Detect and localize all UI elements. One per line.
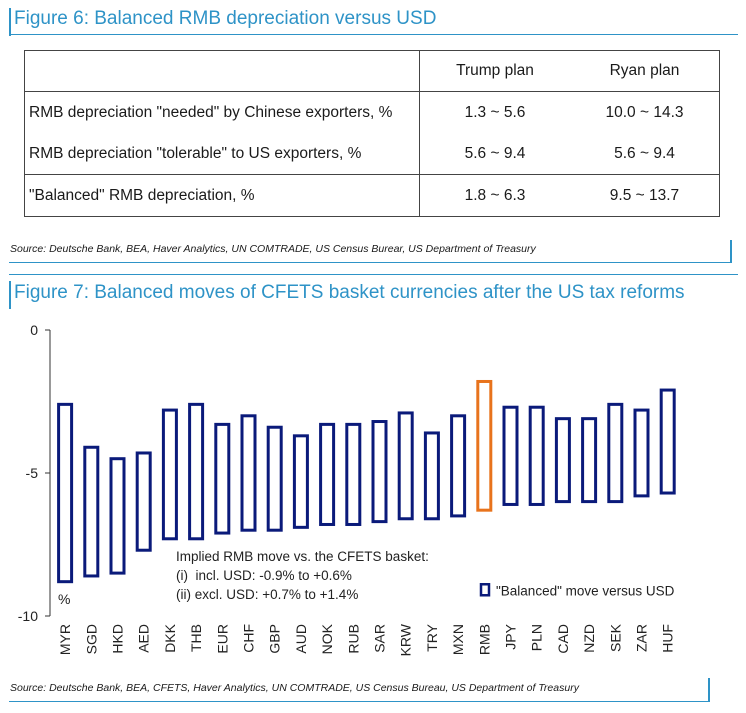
chart-x-labels: MYR SGD HKD AED DKK THB EUR CHF GBP AUD NOK RUB SAR K… — [57, 623, 676, 656]
bar-pln — [528, 405, 545, 506]
x-tick-label: GBP — [267, 624, 283, 654]
bar-cad — [554, 417, 571, 504]
legend-swatch — [479, 583, 491, 597]
figure7-source-rule — [9, 701, 709, 702]
table-header-trump: Trump plan — [419, 50, 570, 92]
x-tick-label: CAD — [555, 624, 571, 654]
row-label: RMB depreciation "tolerable" to US expor… — [24, 133, 420, 175]
bar-chf — [240, 414, 257, 532]
row-label: RMB depreciation "needed" by Chinese exp… — [24, 91, 420, 133]
bar-huf — [659, 388, 676, 495]
figure7-top-rule — [9, 274, 738, 275]
row-trump-value: 1.8 ~ 6.3 — [464, 186, 526, 204]
x-tick-label: ZAR — [634, 624, 650, 652]
bar-gbp — [266, 425, 283, 532]
x-tick-label: THB — [188, 624, 204, 652]
bar-nzd — [581, 417, 598, 504]
bar-aud — [292, 434, 309, 529]
bar-sar — [371, 420, 388, 524]
annotation-line: Implied RMB move vs. the CFETS basket: — [176, 549, 429, 564]
x-tick-label: NOK — [319, 623, 335, 654]
table-header-empty — [24, 50, 420, 92]
x-tick-label: TRY — [424, 623, 440, 651]
table-row: RMB depreciation "tolerable" to US expor… — [24, 133, 720, 175]
x-tick-label: JPY — [503, 623, 519, 649]
x-tick-label: CHF — [241, 624, 257, 653]
figure7-chart: 0 -5 -10% MYR SGD HKD AED DKK THB EUR CHF GBP AUD NO… — [18, 322, 676, 656]
table-header-ryan: Ryan plan — [570, 50, 720, 92]
bar-myr — [57, 402, 74, 584]
x-tick-label: MYR — [57, 624, 73, 655]
x-tick-label: KRW — [398, 623, 414, 656]
figure7-source: Source: Deutsche Bank, BEA, CFETS, Haver… — [10, 682, 579, 694]
y-tick-label: 0 — [30, 322, 38, 338]
bar-try — [423, 431, 440, 521]
bar-nok — [319, 422, 336, 526]
figure6-source-bar — [730, 240, 732, 263]
x-tick-label: RMB — [476, 624, 492, 655]
row-trump-value: 1.3 ~ 5.6 — [464, 103, 526, 121]
bar-jpy — [502, 405, 519, 506]
bar-sek — [607, 402, 624, 504]
row-ryan-value: 10.0 ~ 14.3 — [605, 103, 684, 121]
bar-mxn — [450, 414, 467, 518]
table-row: RMB depreciation "needed" by Chinese exp… — [24, 91, 720, 133]
bar-sgd — [83, 445, 100, 578]
chart-annotation: Implied RMB move vs. the CFETS basket: (i… — [176, 549, 429, 602]
table-header-row: Trump plan Ryan plan — [24, 50, 720, 92]
y-tick-label: -5 — [26, 465, 39, 481]
row-ryan-value: 9.5 ~ 13.7 — [609, 186, 680, 204]
x-tick-label: HUF — [660, 624, 676, 653]
y-tick-label: -10 — [18, 608, 38, 624]
table-row: "Balanced" RMB depreciation, % 1.8 ~ 6.3… — [24, 174, 720, 217]
bar-krw — [397, 411, 414, 521]
chart-bars — [57, 379, 676, 584]
x-tick-label: AED — [136, 624, 152, 653]
x-tick-label: RUB — [345, 624, 361, 654]
chart-legend: "Balanced" move versus USD — [479, 583, 675, 598]
bar-hkd — [109, 457, 126, 575]
annotation-line: (ii) excl. USD: +0.7% to +1.4% — [176, 587, 358, 602]
figure7-title-bar — [9, 281, 11, 309]
bar-thb — [188, 402, 205, 541]
bar-rub — [345, 422, 362, 526]
row-trump-value: 5.6 ~ 9.4 — [419, 133, 570, 175]
bar-aed — [135, 451, 152, 552]
bar-dkk — [161, 408, 178, 541]
row-ryan-value: 5.6 ~ 9.4 — [570, 133, 720, 175]
x-tick-label: DKK — [162, 623, 178, 652]
x-tick-label: SGD — [83, 624, 99, 654]
row-label: "Balanced" RMB depreciation, % — [24, 174, 420, 217]
legend-label: "Balanced" move versus USD — [496, 583, 675, 598]
figure7-source-bar — [708, 678, 710, 702]
x-tick-label: SAR — [372, 624, 388, 653]
figure6-title-rule — [9, 34, 738, 35]
x-tick-label: NZD — [581, 624, 597, 653]
figure6-source-rule — [9, 262, 731, 263]
bar-rmb — [476, 379, 493, 512]
x-tick-label: AUD — [293, 624, 309, 654]
x-tick-label: HKD — [110, 624, 126, 654]
figure7-title: Figure 7: Balanced moves of CFETS basket… — [14, 282, 685, 303]
bar-eur — [214, 422, 231, 535]
figure6-source: Source: Deutsche Bank, BEA, Haver Analyt… — [10, 243, 536, 255]
y-unit-label: % — [58, 591, 70, 607]
x-tick-label: EUR — [214, 624, 230, 654]
figure6-title-bar — [9, 8, 11, 36]
x-tick-label: SEK — [607, 623, 623, 652]
bar-zar — [633, 408, 650, 498]
chart-axes: 0 -5 -10% — [18, 322, 71, 624]
x-tick-label: MXN — [450, 624, 466, 655]
figure6-table: Trump plan Ryan plan RMB depreciation "n… — [24, 50, 720, 217]
figure6-title: Figure 6: Balanced RMB depreciation vers… — [14, 8, 437, 29]
x-tick-label: PLN — [529, 624, 545, 651]
annotation-line: (i) incl. USD: -0.9% to +0.6% — [176, 568, 352, 583]
